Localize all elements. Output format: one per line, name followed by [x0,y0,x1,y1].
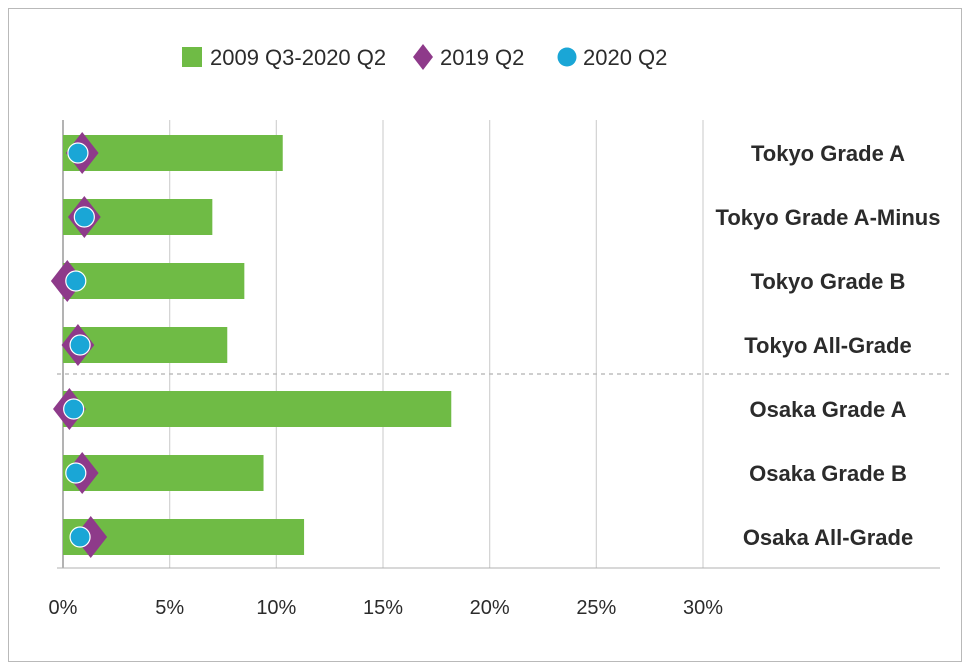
circle-marker [73,206,95,228]
gridlines [57,120,940,569]
category-label: Osaka All-Grade [743,525,913,550]
legend: 2009 Q3-2020 Q2 2019 Q2 2020 Q2 [182,44,667,70]
category-label: Tokyo Grade A-Minus [716,205,941,230]
category-label: Tokyo Grade B [751,269,906,294]
x-axis-ticks: 0% 5% 10% 15% 20% 25% 30% [49,597,724,619]
legend-label: 2019 Q2 [440,45,524,70]
legend-swatch-circle [557,47,577,67]
circle-marker [69,334,91,356]
x-tick-label: 0% [49,597,78,619]
bar [63,135,283,171]
bar [63,263,245,299]
category-label: Osaka Grade B [749,461,907,486]
x-tick-label: 25% [576,597,616,619]
bars [63,135,452,555]
circle-marker [69,526,91,548]
category-labels: Tokyo Grade A Tokyo Grade A-Minus Tokyo Gr… [716,141,941,550]
markers [50,132,108,558]
category-label: Osaka Grade A [750,397,907,422]
x-tick-label: 5% [155,597,184,619]
x-tick-label: 20% [470,597,510,619]
legend-swatch-diamond [413,44,433,70]
category-label: Tokyo Grade A [751,141,905,166]
circle-marker [63,398,85,420]
diamond-marker [74,516,108,558]
x-tick-label: 10% [256,597,296,619]
circle-marker [65,270,87,292]
category-label: Tokyo All-Grade [744,333,911,358]
bar [63,391,452,427]
circle-marker [67,142,89,164]
legend-label: 2009 Q3-2020 Q2 [210,45,386,70]
x-tick-label: 15% [363,597,403,619]
x-tick-label: 30% [683,597,723,619]
circle-marker [65,462,87,484]
legend-label: 2020 Q2 [583,45,667,70]
legend-swatch-bar [182,47,202,67]
